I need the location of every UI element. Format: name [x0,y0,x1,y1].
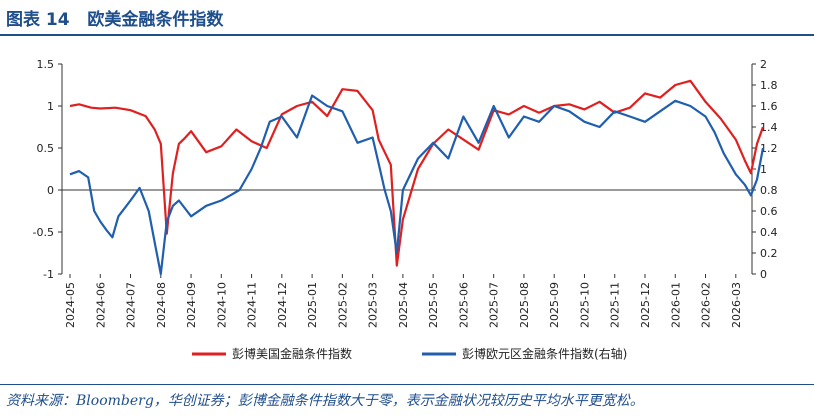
y-right-tick-label: 1.2 [760,142,778,155]
x-tick-label: 2024-12 [276,282,289,328]
x-tick-label: 2025-10 [578,282,591,328]
axes: 1.5 1 0.5 0 -0.5 -1 2 1.8 1.6 1.4 1.2 1 0.8 0.6 0.4 0.2… [33,58,778,328]
y-right-tick-label: 1.4 [760,121,778,134]
y-right-tick-label: 1.8 [760,79,778,92]
line-chart: 1.5 1 0.5 0 -0.5 -1 2 1.8 1.6 1.4 1.2 1 0.8 0.6 0.4 0.2… [33,58,778,361]
x-tick-label: 2024-07 [125,282,138,328]
x-tick-label: 2024-09 [185,282,198,328]
x-tick-label: 2025-04 [397,282,410,328]
x-tick-label: 2024-11 [246,282,259,328]
y-left-tick-label: 0.5 [37,142,55,155]
x-tick-label: 2025-11 [609,282,622,328]
x-tick-label: 2024-10 [215,282,228,328]
legend: 彭博美国金融条件指数 彭博欧元区金融条件指数(右轴) [192,346,627,361]
x-tick-label: 2025-05 [427,282,440,328]
legend-label: 彭博欧元区金融条件指数(右轴) [462,346,627,361]
y-right-tick-label: 1.6 [760,100,778,113]
footer-divider [0,384,814,385]
series-line-eu [69,94,765,276]
y-left-tick-label: 1.5 [37,58,55,71]
y-right-tick-label: 0 [760,268,767,281]
x-tick-label: 2025-02 [336,282,349,328]
chart-title: 欧美金融条件指数 [87,10,224,30]
x-tick-label: 2024-05 [64,282,77,328]
x-tick-label: 2025-06 [457,282,470,328]
y-left-tick-label: -0.5 [33,226,54,239]
y-left-tick-label: -1 [43,268,54,281]
y-left-tick-label: 0 [47,184,54,197]
x-tick-label: 2026-02 [700,282,713,328]
y-left-tick-label: 1 [47,100,54,113]
x-tick-label: 2026-01 [669,282,682,328]
series-line-us [69,79,765,267]
x-tick-label: 2025-03 [367,282,380,328]
x-tick-label: 2024-06 [94,282,107,328]
figure-label: 图表 14 [6,10,70,30]
y-right-tick-label: 2 [760,58,767,71]
legend-label: 彭博美国金融条件指数 [232,346,352,361]
figure-header: 图表 14 欧美金融条件指数 [0,0,814,36]
x-tick-label: 2025-01 [306,282,319,328]
x-tick-label: 2026-03 [730,282,743,328]
y-right-tick-label: 0.6 [760,205,778,218]
figure-title: 图表 14 欧美金融条件指数 [6,5,223,30]
y-right-tick-label: 1 [760,163,767,176]
x-tick-label: 2024-08 [155,282,168,328]
y-right-tick-label: 0.2 [760,247,778,260]
x-tick-label: 2025-08 [518,282,531,328]
y-right-tick-label: 0.8 [760,184,778,197]
x-tick-label: 2025-12 [639,282,652,328]
y-right-tick-label: 0.4 [760,226,778,239]
series-lines [69,79,765,276]
x-tick-label: 2025-07 [488,282,501,328]
source-note: 资料来源：Bloomberg，华创证券；彭博金融条件指数大于零，表示金融状况较历… [6,393,644,409]
x-tick-label: 2025-09 [548,282,561,328]
